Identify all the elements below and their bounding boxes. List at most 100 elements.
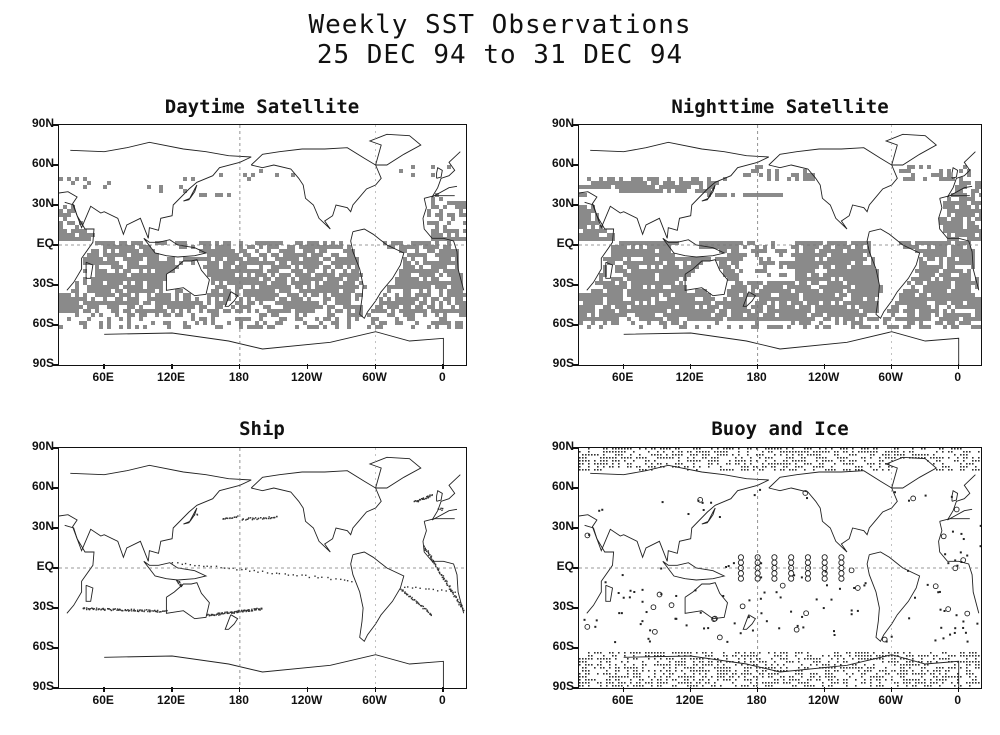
lat-tick: [573, 527, 578, 529]
coast-australia: [684, 582, 728, 620]
lat-tick: [53, 244, 58, 246]
lon-label: 180: [746, 693, 767, 707]
lat-label: 60N: [551, 479, 574, 493]
lat-tick: [53, 324, 58, 326]
coast-eurasia: [947, 151, 976, 198]
lon-label: 60E: [92, 370, 114, 384]
lon-tick: [823, 364, 826, 369]
lon-label: 120E: [157, 693, 186, 707]
coverage-layer: [579, 165, 981, 329]
lon-tick: [306, 687, 309, 692]
coast-greenland: [368, 133, 422, 166]
lat-label: 30S: [32, 276, 54, 290]
coast-uk: [436, 490, 443, 502]
lon-label: 180: [228, 370, 249, 384]
coast-eurasia: [431, 151, 461, 198]
lat-label: 60S: [552, 316, 574, 330]
coast-uk: [951, 166, 959, 179]
lon-tick: [689, 687, 692, 692]
lat-label: 30N: [31, 196, 54, 210]
lat-tick: [573, 204, 578, 206]
coast-indonesia: [143, 237, 208, 258]
sea-ice-layer: [579, 448, 980, 687]
coast-africa: [422, 521, 465, 614]
lat-label: EQ: [36, 236, 54, 250]
coast-eurasia: [431, 508, 458, 521]
panel-title-day: Daytime Satellite: [164, 96, 360, 118]
lon-label: 60W: [878, 370, 903, 384]
coast-south-america: [350, 228, 405, 320]
panel-title-night: Nighttime Satellite: [671, 96, 889, 118]
lat-label: 90N: [31, 116, 54, 130]
lon-tick: [442, 364, 444, 369]
coast-greenland: [368, 456, 422, 489]
lat-label: 60S: [552, 639, 574, 653]
lon-tick: [890, 364, 893, 369]
lat-label: 30S: [552, 599, 574, 613]
coast-australia: [165, 582, 210, 620]
lon-tick: [238, 687, 241, 692]
lon-tick: [756, 364, 759, 369]
coast-new-zealand: [742, 291, 757, 307]
lat-tick: [573, 687, 578, 689]
lat-label: 90N: [551, 439, 574, 453]
lat-label: 60N: [551, 156, 574, 170]
coast-africa: [938, 521, 980, 614]
lon-tick: [622, 687, 625, 692]
lat-tick: [53, 487, 58, 489]
coast-eurasia: [59, 141, 252, 239]
coast-eurasia: [431, 185, 458, 198]
lon-tick: [238, 364, 241, 369]
map-canvas-day: [59, 125, 466, 365]
coast-antarctica: [104, 331, 444, 365]
lon-label: 60E: [611, 693, 634, 707]
coast-africa: [424, 518, 455, 522]
page-subtitle: 25 DEC 94 to 31 DEC 94: [316, 40, 684, 70]
coast-north-america: [768, 470, 898, 553]
lon-tick: [103, 364, 105, 369]
coast-uk: [436, 167, 443, 179]
lat-label: 30S: [552, 276, 574, 290]
coast-africa: [584, 524, 615, 614]
lat-label: 90S: [32, 679, 54, 693]
lat-tick: [53, 447, 58, 449]
lat-label: EQ: [36, 559, 54, 573]
lat-tick: [573, 164, 578, 166]
coast-antarctica: [623, 331, 960, 365]
lat-label: 30N: [551, 519, 574, 533]
lat-tick: [53, 527, 58, 529]
coast-greenland: [884, 133, 938, 166]
lat-tick: [53, 204, 58, 206]
lat-label: EQ: [556, 559, 574, 573]
lon-label: 120W: [291, 370, 323, 384]
coast-eurasia: [431, 474, 461, 521]
lat-tick: [53, 124, 58, 126]
lat-label: 60N: [31, 156, 54, 170]
coast-antarctica: [104, 654, 444, 688]
lat-tick: [53, 647, 58, 649]
lat-label: 30N: [31, 519, 54, 533]
lon-tick: [442, 687, 444, 692]
lat-tick: [573, 244, 578, 246]
lat-label: 60S: [32, 639, 54, 653]
lon-tick: [374, 364, 377, 369]
coast-japan: [183, 507, 198, 525]
coast-madagascar: [85, 584, 94, 602]
panel-title-buoy: Buoy and Ice: [711, 418, 849, 440]
map-day: [58, 124, 467, 366]
coastlines: [579, 133, 980, 365]
lon-label: 120W: [807, 370, 840, 384]
lon-label: 0: [439, 693, 446, 707]
coast-madagascar: [85, 261, 94, 279]
lat-label: 90N: [551, 116, 574, 130]
lon-tick: [756, 687, 759, 692]
map-canvas-night: [579, 125, 981, 365]
lat-tick: [573, 567, 578, 569]
coast-africa: [939, 518, 970, 522]
lat-tick: [53, 687, 58, 689]
coast-south-america: [866, 228, 921, 320]
lat-tick: [53, 607, 58, 609]
lon-label: 120E: [675, 693, 704, 707]
coast-eurasia: [579, 464, 769, 562]
coast-japan: [701, 184, 716, 202]
